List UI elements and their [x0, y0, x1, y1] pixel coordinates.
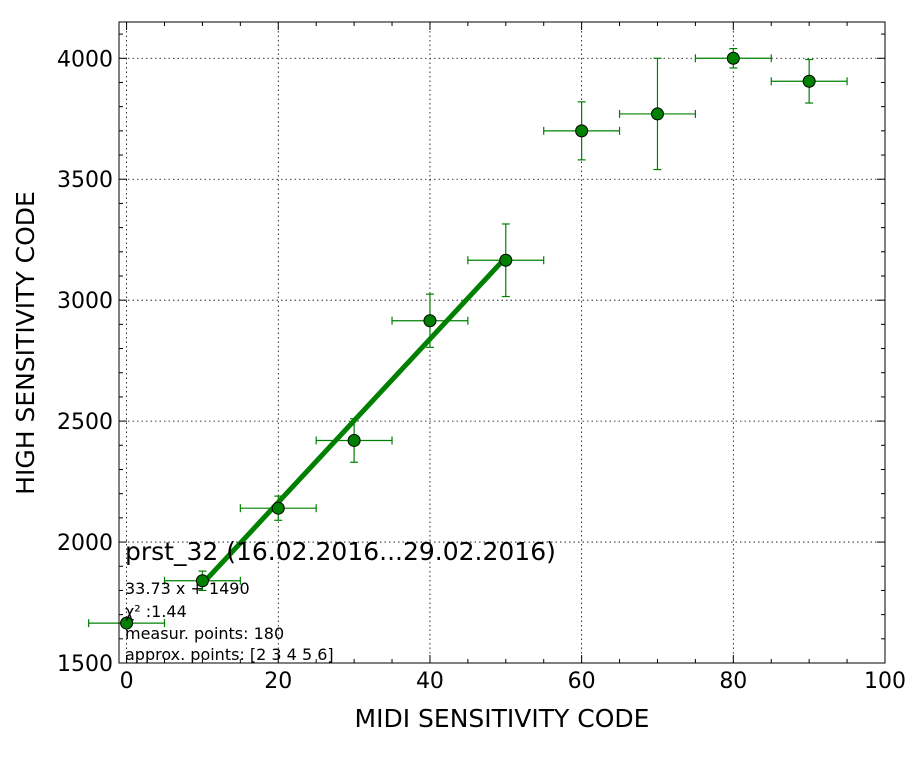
x-tick-labels: 0 20 40 60 80 100 — [120, 669, 906, 694]
data-point — [575, 124, 589, 138]
data-point — [271, 501, 285, 515]
data-point — [726, 51, 740, 65]
y-tick-label: 1500 — [57, 652, 113, 677]
x-tick-label: 60 — [568, 669, 596, 694]
minor-ticks — [119, 22, 885, 663]
data-point — [802, 74, 816, 88]
x-tick-label: 20 — [264, 669, 292, 694]
y-tick-label: 3500 — [57, 168, 113, 193]
y-tick-label: 2500 — [57, 410, 113, 435]
data-point — [120, 616, 134, 630]
x-tick-label: 80 — [719, 669, 747, 694]
x-tick-label: 100 — [864, 669, 906, 694]
y-tick-label: 3000 — [57, 289, 113, 314]
plot-frame — [118, 21, 886, 664]
data-point — [195, 574, 209, 588]
annotation-formula: 33.73 x + 1490 — [125, 579, 250, 598]
y-axis-title: HIGH SENSITIVITY CODE — [11, 191, 40, 495]
x-tick-label: 40 — [416, 669, 444, 694]
annotation-approx-points: approx. points: [2 3 4 5 6] — [125, 645, 334, 664]
y-tick-label: 4000 — [57, 47, 113, 72]
data-point — [423, 314, 437, 328]
data-point — [650, 107, 664, 121]
x-axis-title: MIDI SENSITIVITY CODE — [355, 704, 650, 733]
plot-background — [119, 22, 885, 663]
annotation-title: prst_32 (16.02.2016...29.02.2016) — [125, 537, 556, 566]
x-tick-label: 0 — [120, 669, 134, 694]
annotation-measur-points: measur. points: 180 — [125, 624, 284, 643]
data-points — [120, 51, 816, 630]
y-tick-labels: 1500 2000 2500 3000 3500 4000 — [57, 47, 113, 677]
data-point — [347, 433, 361, 447]
y-tick-label: 2000 — [57, 531, 113, 556]
annotation-chi2: χ² :1.44 — [125, 602, 187, 621]
data-point — [499, 253, 513, 267]
